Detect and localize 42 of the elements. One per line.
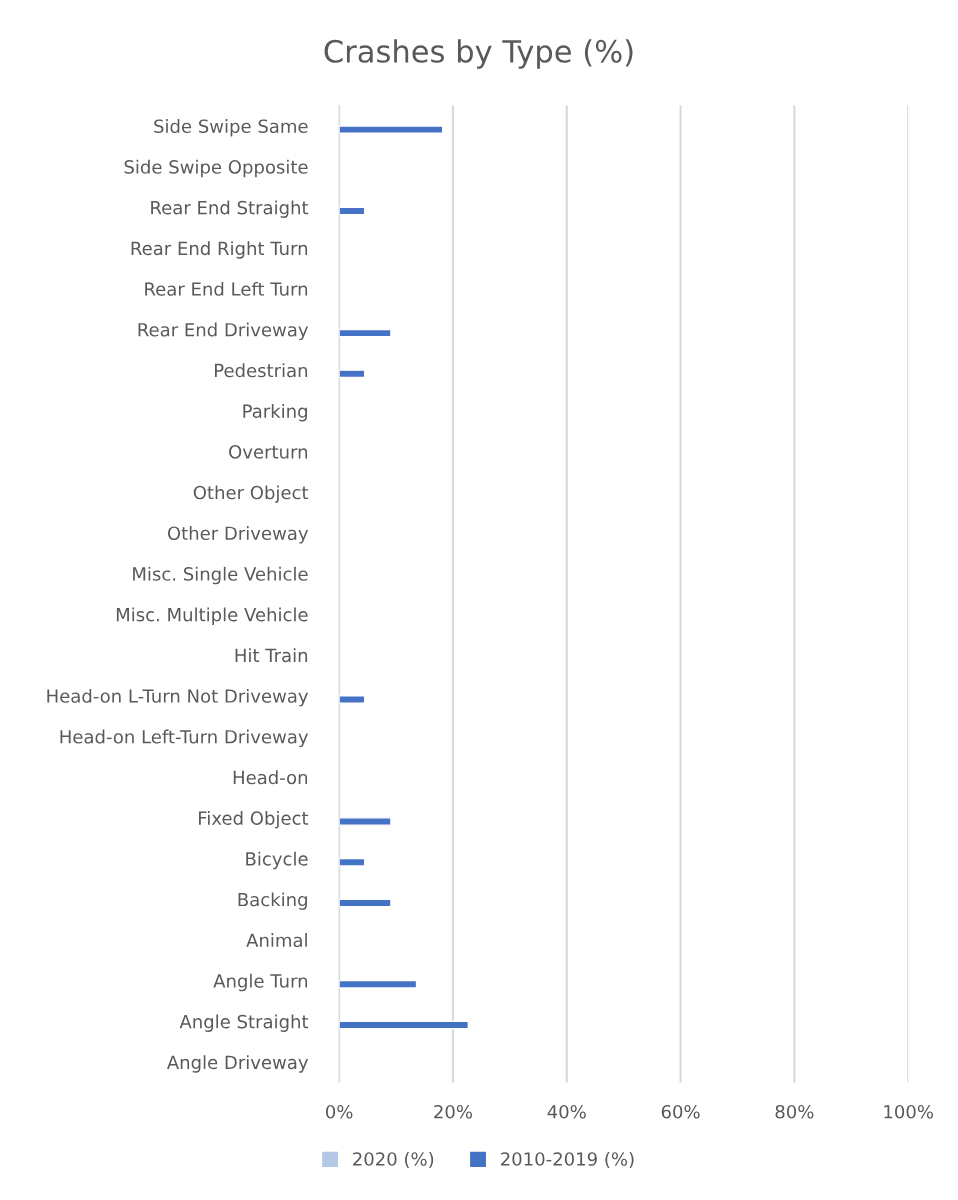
y-tick-label: Parking [243, 403, 307, 422]
y-tick-label: Rear End Straight [151, 200, 309, 218]
y-tick-label: Misc. Multiple Vehicle [116, 607, 308, 625]
bar [339, 1020, 470, 1030]
y-tick-label: Fixed Object [199, 810, 309, 829]
y-tick-label: Rear End Left Turn [145, 281, 308, 296]
y-tick-label: Misc. Single Vehicle [133, 566, 308, 585]
y-tick-label: Hit Train [235, 648, 308, 663]
x-tick-label: 100% [884, 1104, 933, 1119]
y-tick-label: Other Driveway [167, 526, 309, 544]
y-tick-label: Overturn [229, 445, 308, 459]
x-tick-label: 80% [775, 1104, 814, 1119]
y-tick-label: Angle Turn [213, 973, 308, 992]
y-tick-label: Rear End Right Turn [131, 241, 308, 259]
y-tick-label: Side Swipe Opposite [124, 159, 308, 178]
bar [339, 328, 392, 338]
y-tick-label: Head-on Left-Turn Driveway [60, 729, 309, 748]
y-tick-label: Animal [246, 933, 307, 948]
bar [339, 817, 392, 826]
y-tick-label: Head-on L-Turn Not Driveway [47, 688, 309, 707]
bar [339, 125, 444, 134]
y-tick-label: Side Swipe Same [154, 119, 308, 137]
y-tick-label: Backing [238, 892, 307, 910]
chart-title: Crashes by Type (%) [324, 39, 633, 69]
x-tick-label: 20% [434, 1104, 473, 1119]
y-tick-label: Angle Driveway [166, 1055, 309, 1073]
y-tick-label: Other Object [193, 485, 309, 503]
bar [339, 369, 366, 379]
y-tick-label: Angle Straight [179, 1014, 309, 1032]
legend-label: 2010-2019 (%) [501, 1151, 634, 1168]
bar [339, 979, 418, 989]
y-tick-label: Rear End Driveway [138, 322, 309, 341]
legend-label: 2020 (%) [353, 1151, 434, 1168]
y-tick-label: Pedestrian [215, 363, 308, 378]
bar [339, 898, 392, 908]
x-tick-label: 0% [326, 1104, 353, 1119]
x-tick-label: 40% [547, 1104, 586, 1119]
x-tick-label: 60% [661, 1104, 700, 1119]
bar [339, 695, 366, 704]
bar [339, 857, 366, 867]
y-tick-label: Bicycle [246, 851, 308, 870]
y-tick-label: Head-on [233, 770, 308, 785]
